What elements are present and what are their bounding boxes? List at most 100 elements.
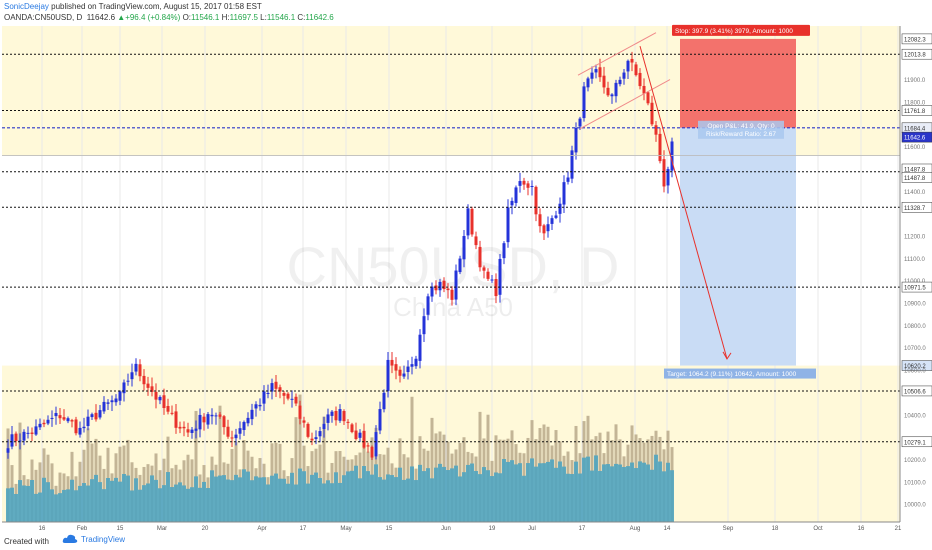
author-link[interactable]: SonicDeejay	[4, 2, 49, 11]
candle-body	[170, 412, 174, 414]
ohlc-line: OANDA:CN50USD, D 11642.6 ▲+96.4 (+0.84%)…	[4, 13, 334, 22]
volume-bar	[34, 493, 38, 522]
price-chart[interactable]: CN50USD, D China A50 16 Feb 15 Mar 20 Apr 17 Ma…	[0, 24, 932, 532]
candle-body	[622, 72, 626, 79]
volume-bar	[350, 470, 354, 522]
volume-bar	[278, 478, 282, 522]
volume-bar	[262, 477, 266, 522]
y-tick-label: 12082.3	[904, 37, 926, 43]
volume-bar	[218, 475, 222, 522]
candle-body	[426, 296, 430, 315]
volume-bar	[250, 480, 254, 522]
x-tick-label: 15	[117, 526, 124, 532]
volume-bar	[334, 472, 338, 522]
candle-body	[666, 169, 670, 186]
volume-bar	[510, 460, 514, 522]
candle-body	[502, 243, 506, 259]
y-tick-label: 11200.0	[904, 235, 926, 241]
candle-body	[554, 215, 558, 218]
candle-body	[370, 446, 374, 458]
volume-bar	[386, 474, 390, 522]
volume-bar	[646, 464, 650, 522]
volume-bar	[398, 467, 402, 522]
candle-body	[606, 87, 610, 96]
candle-body	[558, 203, 562, 214]
x-tick-label: 18	[772, 526, 779, 532]
y-tick-label: 12013.8	[904, 53, 926, 59]
volume-bar	[298, 394, 302, 522]
volume-bar	[378, 477, 382, 522]
candle-body	[46, 419, 50, 424]
volume-bar	[538, 463, 542, 522]
candle-body	[66, 418, 70, 422]
candle-body	[462, 236, 466, 260]
volume-bar	[6, 428, 10, 522]
volume-bar	[582, 457, 586, 522]
candle-body	[26, 432, 30, 434]
candle-body	[50, 417, 54, 419]
candle-body	[386, 359, 390, 392]
candle-body	[14, 433, 18, 442]
candle-body	[238, 428, 242, 434]
candle-body	[418, 334, 422, 361]
volume-bar	[98, 482, 102, 522]
volume-bar	[142, 485, 146, 522]
candle-body	[122, 382, 126, 394]
volume-bar	[310, 474, 314, 522]
candle-body	[270, 383, 274, 392]
volume-bar	[454, 465, 458, 522]
volume-bar	[338, 482, 342, 522]
candle-body	[94, 412, 98, 420]
candle-body	[110, 400, 114, 403]
y-tick-label: 11684.4	[904, 126, 926, 132]
volume-bar	[246, 471, 250, 522]
volume-bar	[650, 469, 654, 522]
volume-bar	[506, 461, 510, 522]
volume-bar	[554, 467, 558, 522]
volume-bar	[146, 483, 150, 522]
volume-bar	[54, 494, 58, 522]
volume-bar	[298, 468, 302, 522]
volume-bar	[166, 472, 170, 522]
candle-body	[582, 86, 586, 119]
volume-bar	[514, 464, 518, 522]
candle-body	[466, 208, 470, 236]
volume-bar	[266, 484, 270, 522]
symbol-label[interactable]: OANDA:CN50USD, D	[4, 13, 83, 22]
volume-bar	[162, 485, 166, 522]
candle-body	[162, 395, 166, 409]
candle-body	[178, 426, 182, 429]
volume-bar	[42, 477, 46, 522]
volume-bar	[110, 480, 114, 522]
open-value: 11546.1	[191, 13, 220, 22]
stop-loss-zone	[680, 38, 796, 128]
candle-body	[174, 411, 178, 428]
volume-bar	[190, 487, 194, 522]
candle-body	[422, 316, 426, 335]
low-label: L:	[260, 13, 267, 22]
candle-body	[10, 434, 14, 447]
candle-body	[354, 430, 358, 440]
volume-bar	[546, 461, 550, 522]
candle-body	[486, 271, 490, 279]
candle-body	[390, 359, 394, 366]
candle-body	[222, 416, 226, 428]
candle-body	[378, 409, 382, 431]
volume-bar	[482, 467, 486, 522]
volume-bar	[206, 488, 210, 522]
price-tag	[901, 33, 932, 45]
volume-bar	[94, 474, 98, 522]
volume-bar	[422, 471, 426, 522]
candle-body	[654, 125, 658, 135]
volume-bar	[358, 478, 362, 522]
tradingview-logo[interactable]: TradingView	[62, 534, 125, 544]
volume-bar	[662, 471, 666, 522]
channel-lower-line	[579, 79, 671, 130]
volume-bar	[186, 454, 190, 522]
candle-body	[334, 410, 338, 421]
volume-bar	[10, 487, 14, 522]
volume-bar	[610, 466, 614, 522]
x-tick-label: Feb	[77, 526, 88, 532]
volume-bar	[6, 488, 10, 522]
forecast-arrow-line	[639, 45, 728, 360]
